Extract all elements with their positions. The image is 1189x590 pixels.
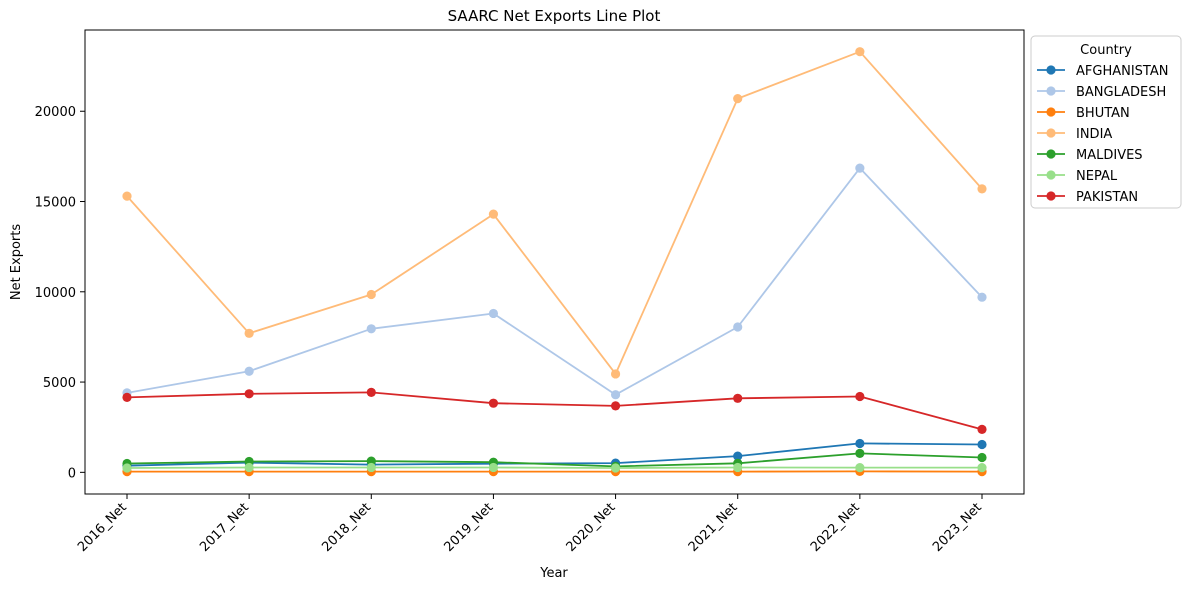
data-point: [122, 463, 132, 473]
series-nepal: [122, 462, 987, 473]
data-point: [977, 439, 987, 450]
x-tick-label: 2020_Net: [564, 500, 619, 555]
data-point: [366, 456, 376, 466]
y-tick-label: 10000: [35, 286, 76, 301]
data-point: [488, 209, 499, 219]
data-point: [977, 184, 987, 194]
series-layer: [122, 47, 987, 477]
chart-title: SAARC Net Exports Line Plot: [448, 7, 661, 25]
series-line: [126, 167, 983, 396]
data-point: [244, 462, 254, 473]
data-point: [610, 463, 621, 473]
x-tick-label: 2019_Net: [442, 500, 497, 555]
data-point: [733, 451, 743, 461]
legend-marker: [1046, 191, 1056, 201]
legend-item: PAKISTAN: [1037, 190, 1138, 205]
series-pakistan: [122, 387, 987, 434]
data-point: [488, 462, 499, 473]
x-tick-label: 2021_Net: [686, 500, 741, 555]
data-point: [977, 452, 987, 463]
data-point: [855, 463, 865, 473]
x-axis-title: Year: [539, 566, 568, 581]
y-tick-label: 20000: [35, 105, 76, 120]
data-point: [122, 191, 132, 201]
legend-title: Country: [1080, 43, 1132, 58]
legend-marker: [1046, 128, 1056, 138]
data-point: [366, 387, 376, 397]
legend-item: BANGLADESH: [1037, 85, 1166, 100]
legend-label: INDIA: [1076, 127, 1112, 142]
data-point: [488, 398, 499, 408]
data-point: [733, 462, 743, 473]
data-point: [855, 438, 865, 449]
series-bangladesh: [122, 163, 987, 400]
data-point: [366, 324, 376, 334]
data-point: [610, 401, 621, 411]
data-point: [244, 389, 254, 399]
legend-label: BANGLADESH: [1076, 85, 1166, 100]
series-line: [126, 452, 983, 468]
y-tick-label: 5000: [43, 376, 76, 391]
legend-label: MALDIVES: [1076, 148, 1143, 163]
series-line: [126, 391, 983, 431]
data-point: [855, 391, 865, 402]
legend-box: [1030, 35, 1182, 209]
legend-item: BHUTAN: [1037, 106, 1130, 121]
data-point: [366, 289, 376, 300]
data-point: [488, 308, 499, 319]
data-point: [366, 462, 376, 473]
x-axis: 2016_Net 2017_Net 2018_Net 2019_Net 2020_Net…: [75, 494, 985, 555]
x-tick-label: 2022_Net: [808, 500, 863, 555]
x-tick-label: 2018_Net: [319, 500, 374, 555]
legend-label: NEPAL: [1076, 169, 1118, 184]
series-india: [122, 47, 987, 379]
data-point: [244, 328, 254, 338]
legend-label: AFGHANISTAN: [1076, 64, 1168, 79]
x-tick-label: 2016_Net: [75, 500, 130, 555]
legend-item: NEPAL: [1037, 169, 1118, 184]
data-point: [733, 393, 743, 403]
legend-marker: [1046, 107, 1056, 117]
legend-items: AFGHANISTAN BANGLADESH BHUTAN INDIA MALDIVES…: [1037, 64, 1168, 205]
legend-item: INDIA: [1037, 127, 1112, 142]
data-point: [733, 94, 743, 104]
series-line: [126, 466, 982, 469]
data-point: [610, 369, 621, 379]
x-tick-label: 2023_Net: [930, 500, 985, 555]
data-point: [977, 292, 987, 302]
y-tick-label: 0: [68, 466, 76, 481]
series-line: [126, 50, 983, 375]
data-point: [855, 47, 865, 57]
legend-marker: [1046, 86, 1056, 96]
data-point: [244, 366, 254, 376]
data-point: [855, 163, 865, 173]
data-point: [610, 390, 621, 400]
legend: Country AFGHANISTAN BANGLADESH BHUTAN INDIA…: [1030, 35, 1182, 209]
x-tick-label: 2017_Net: [197, 500, 252, 555]
data-point: [977, 463, 987, 473]
y-tick-label: 15000: [35, 196, 76, 211]
plot-area: [84, 29, 1025, 495]
legend-item: AFGHANISTAN: [1037, 64, 1168, 79]
y-axis: 0 5000 10000 15000 20000: [35, 105, 85, 481]
y-axis-title: Net Exports: [9, 224, 24, 301]
data-point: [855, 448, 865, 458]
legend-label: PAKISTAN: [1076, 190, 1138, 205]
legend-label: BHUTAN: [1076, 106, 1130, 121]
data-point: [122, 392, 132, 403]
data-point: [733, 322, 743, 332]
data-point: [977, 424, 987, 434]
legend-item: MALDIVES: [1037, 148, 1143, 163]
legend-marker: [1046, 170, 1056, 180]
legend-marker: [1046, 149, 1056, 159]
legend-marker: [1046, 65, 1056, 75]
